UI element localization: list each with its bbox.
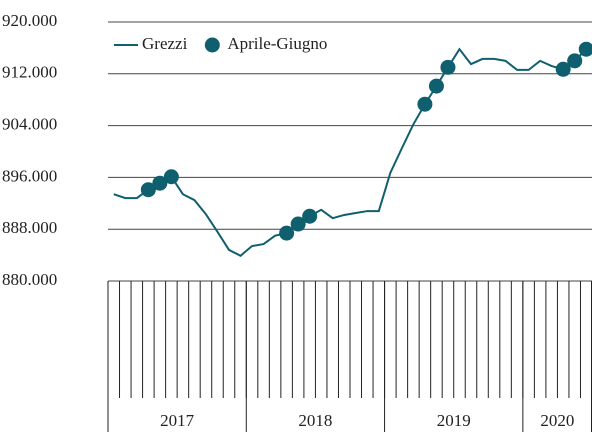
y-tick-label: 904.000 bbox=[2, 115, 57, 134]
y-tick-label: 896.000 bbox=[2, 166, 57, 185]
group-label: 2020 bbox=[540, 411, 574, 430]
y-tick-label: 880.000 bbox=[2, 270, 57, 289]
marker bbox=[279, 225, 295, 241]
y-tick-label: 912.000 bbox=[2, 63, 57, 82]
y-tick-label: 888.000 bbox=[2, 218, 57, 237]
marker bbox=[440, 59, 456, 75]
marker bbox=[567, 53, 583, 69]
marker bbox=[302, 208, 318, 224]
marker bbox=[417, 96, 433, 112]
y-tick-label: 920.000 bbox=[2, 11, 57, 30]
marker bbox=[152, 175, 168, 191]
group-label: 2018 bbox=[298, 411, 332, 430]
group-label: 2019 bbox=[437, 411, 471, 430]
marker bbox=[140, 182, 156, 198]
legend-label: Aprile-Giugno bbox=[227, 34, 327, 53]
legend-swatch bbox=[204, 37, 220, 53]
marker bbox=[578, 41, 592, 57]
legend-label: Grezzi bbox=[142, 34, 188, 53]
marker bbox=[163, 169, 179, 185]
marker bbox=[290, 216, 306, 232]
group-label: 2017 bbox=[160, 411, 195, 430]
marker bbox=[428, 78, 444, 94]
line bbox=[113, 47, 587, 257]
marker bbox=[555, 61, 571, 77]
